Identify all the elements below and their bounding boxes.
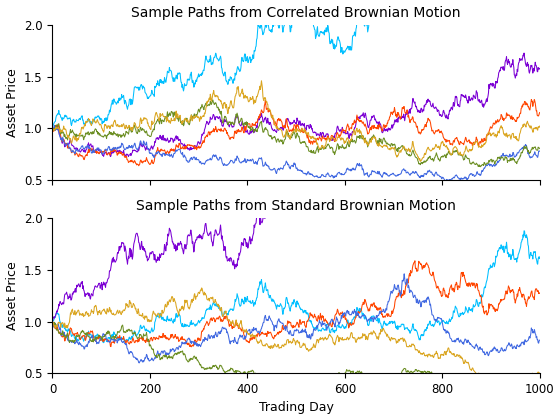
Y-axis label: Asset Price: Asset Price [6,261,18,330]
X-axis label: Trading Day: Trading Day [259,402,334,415]
Title: Sample Paths from Standard Brownian Motion: Sample Paths from Standard Brownian Moti… [136,199,456,213]
Y-axis label: Asset Price: Asset Price [6,68,18,137]
Title: Sample Paths from Correlated Brownian Motion: Sample Paths from Correlated Brownian Mo… [131,5,461,20]
